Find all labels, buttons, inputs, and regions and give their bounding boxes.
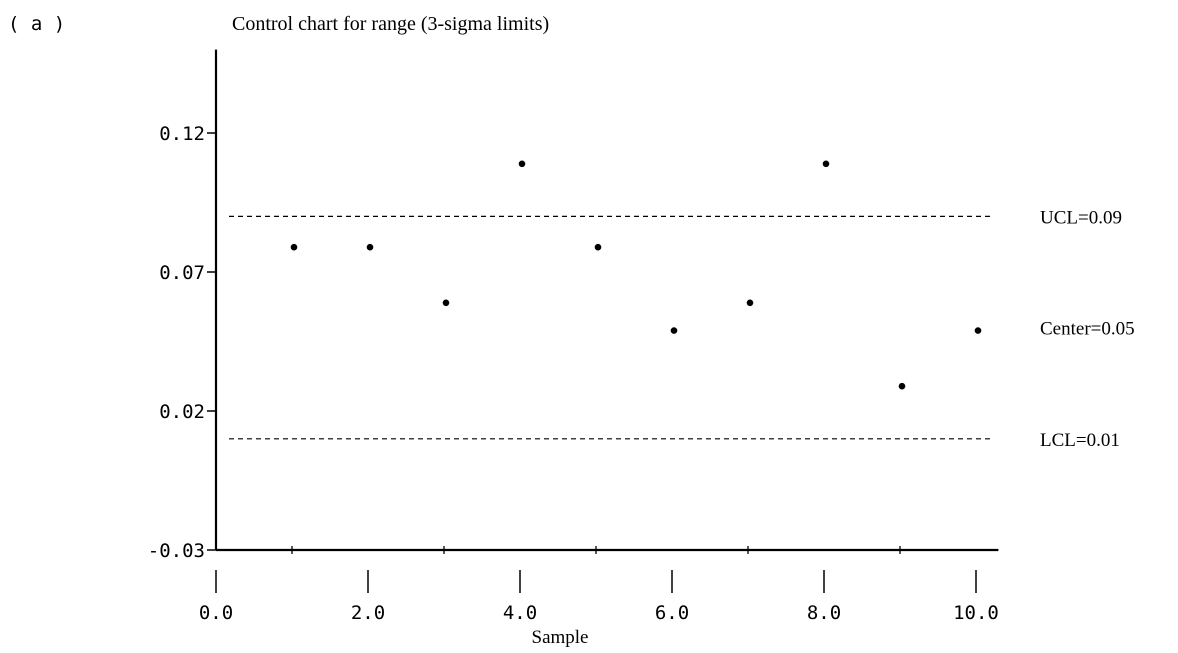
y-tick-label-3: -0.03 xyxy=(148,540,205,562)
data-points xyxy=(290,160,982,390)
y-tick-label-2: 0.02 xyxy=(159,401,205,423)
data-point-9 xyxy=(898,382,906,390)
axes xyxy=(214,49,999,552)
center-label: Center=0.05 xyxy=(1040,319,1135,340)
x-tick-label-5: 10.0 xyxy=(953,602,999,624)
y-tick-label-1: 0.07 xyxy=(159,262,205,284)
data-point-6 xyxy=(670,327,678,334)
x-tick-label-4: 8.0 xyxy=(807,602,841,624)
axis-ticks: 0.12 0.07 0.02 -0.03 0.0 2.0 4.0 6.0 8.0 10.0 xyxy=(148,123,999,624)
x-tick-label-0: 0.0 xyxy=(199,602,233,624)
y-tick-label-0: 0.12 xyxy=(159,123,205,145)
lcl-label: LCL=0.01 xyxy=(1040,430,1120,451)
data-point-10 xyxy=(974,327,982,334)
x-tick-label-3: 6.0 xyxy=(655,602,689,624)
x-axis-label: Sample xyxy=(532,627,589,648)
data-point-8 xyxy=(822,160,830,168)
data-point-5 xyxy=(594,243,602,251)
x-tick-label-1: 2.0 xyxy=(351,602,385,624)
x-tick-label-2: 4.0 xyxy=(503,602,537,624)
chart-title: Control chart for range (3-sigma limits) xyxy=(232,13,549,35)
data-point-2 xyxy=(366,243,374,251)
data-point-1 xyxy=(290,243,298,251)
data-point-7 xyxy=(746,299,754,307)
panel-label: ( a ) xyxy=(8,13,65,35)
control-limit-lines: UCL=0.09 Center=0.05 LCL=0.01 xyxy=(229,207,1135,451)
data-point-4 xyxy=(518,160,526,168)
data-point-3 xyxy=(442,299,450,307)
ucl-label: UCL=0.09 xyxy=(1040,207,1122,228)
